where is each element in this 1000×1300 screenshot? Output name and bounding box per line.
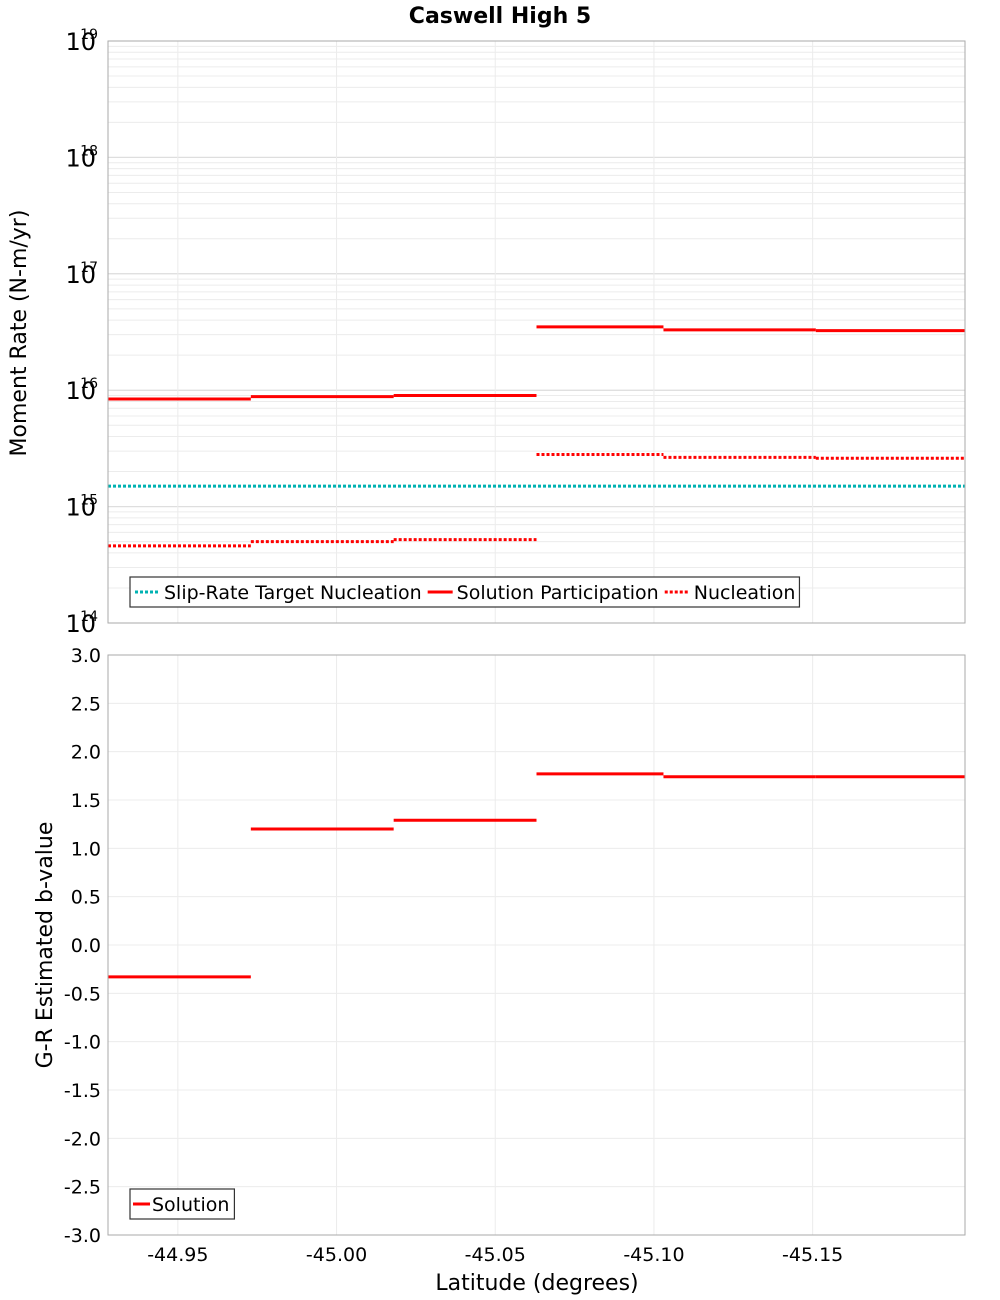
top-y-tick-exponent: 18 bbox=[80, 143, 98, 159]
top-y-tick-exponent: 19 bbox=[80, 27, 98, 43]
bottom-y-tick-label: 2.0 bbox=[71, 742, 101, 764]
bottom-y-tick-label: 3.0 bbox=[71, 645, 101, 667]
bottom-y-tick-label: -1.0 bbox=[64, 1032, 101, 1054]
series-solution bbox=[108, 772, 965, 979]
legend-label-slip-rate-target-nucleation: Slip-Rate Target Nucleation bbox=[164, 582, 422, 604]
x-tick-label: -45.15 bbox=[782, 1244, 843, 1266]
x-tick-label: -45.00 bbox=[306, 1244, 367, 1266]
legend-label-solution: Solution bbox=[152, 1194, 229, 1216]
bottom-y-tick-label: 1.5 bbox=[71, 790, 101, 812]
bottom-y-tick-label: -0.5 bbox=[64, 983, 101, 1005]
x-axis-label: Latitude (degrees) bbox=[435, 1271, 638, 1296]
top-y-tick-label: 10 bbox=[65, 377, 96, 405]
bottom-y-tick-label: -1.5 bbox=[64, 1080, 101, 1102]
top-y-tick-label: 10 bbox=[65, 494, 96, 522]
series-nucleation bbox=[108, 453, 965, 548]
top-plot-frame bbox=[107, 40, 966, 624]
bottom-y-tick-label: 0.5 bbox=[71, 887, 101, 909]
bottom-y-tick-label: 2.5 bbox=[71, 693, 101, 715]
top-y-tick-label: 10 bbox=[65, 261, 96, 289]
x-tick-label: -45.10 bbox=[623, 1244, 684, 1266]
top-y-tick-exponent: 17 bbox=[80, 260, 98, 276]
bottom-legend: Solution bbox=[129, 1188, 236, 1220]
top-y-axis-label: Moment Rate (N-m/yr) bbox=[7, 210, 32, 457]
series-solution-participation bbox=[108, 325, 965, 401]
top-y-tick-label: 10 bbox=[65, 28, 96, 56]
bottom-y-tick-label: 0.0 bbox=[71, 935, 101, 957]
bottom-y-tick-label: -3.0 bbox=[64, 1225, 101, 1247]
chart-title: Caswell High 5 bbox=[409, 4, 591, 29]
top-legend: Slip-Rate Target Nucleation Solution Part… bbox=[129, 576, 801, 608]
bottom-y-tick-label: -2.0 bbox=[64, 1128, 101, 1150]
bottom-y-axis-label: G-R Estimated b-value bbox=[33, 822, 58, 1069]
top-y-tick-exponent: 16 bbox=[80, 376, 98, 392]
bottom-y-tick-label: -2.5 bbox=[64, 1177, 101, 1199]
legend-label-nucleation: Nucleation bbox=[694, 582, 796, 604]
top-legend-box bbox=[129, 576, 801, 608]
bottom-y-tick-label: 1.0 bbox=[71, 838, 101, 860]
legend-label-solution-participation: Solution Participation bbox=[457, 582, 659, 604]
x-tick-label: -45.05 bbox=[465, 1244, 526, 1266]
top-y-tick-exponent: 15 bbox=[80, 493, 98, 509]
top-gridlines bbox=[108, 40, 965, 624]
top-y-tick-label: 10 bbox=[65, 144, 96, 172]
x-tick-label: -44.95 bbox=[147, 1244, 208, 1266]
b-value-panel: 3.0 2.5 2.0 1.5 1.0 0.5 0.0 -0.5 -1.0 -1.5 -2.0 -2.… bbox=[64, 645, 966, 1266]
bottom-plot-frame bbox=[107, 654, 966, 1236]
top-y-tick-label: 10 bbox=[65, 610, 96, 638]
top-y-tick-exponent: 14 bbox=[80, 609, 98, 625]
